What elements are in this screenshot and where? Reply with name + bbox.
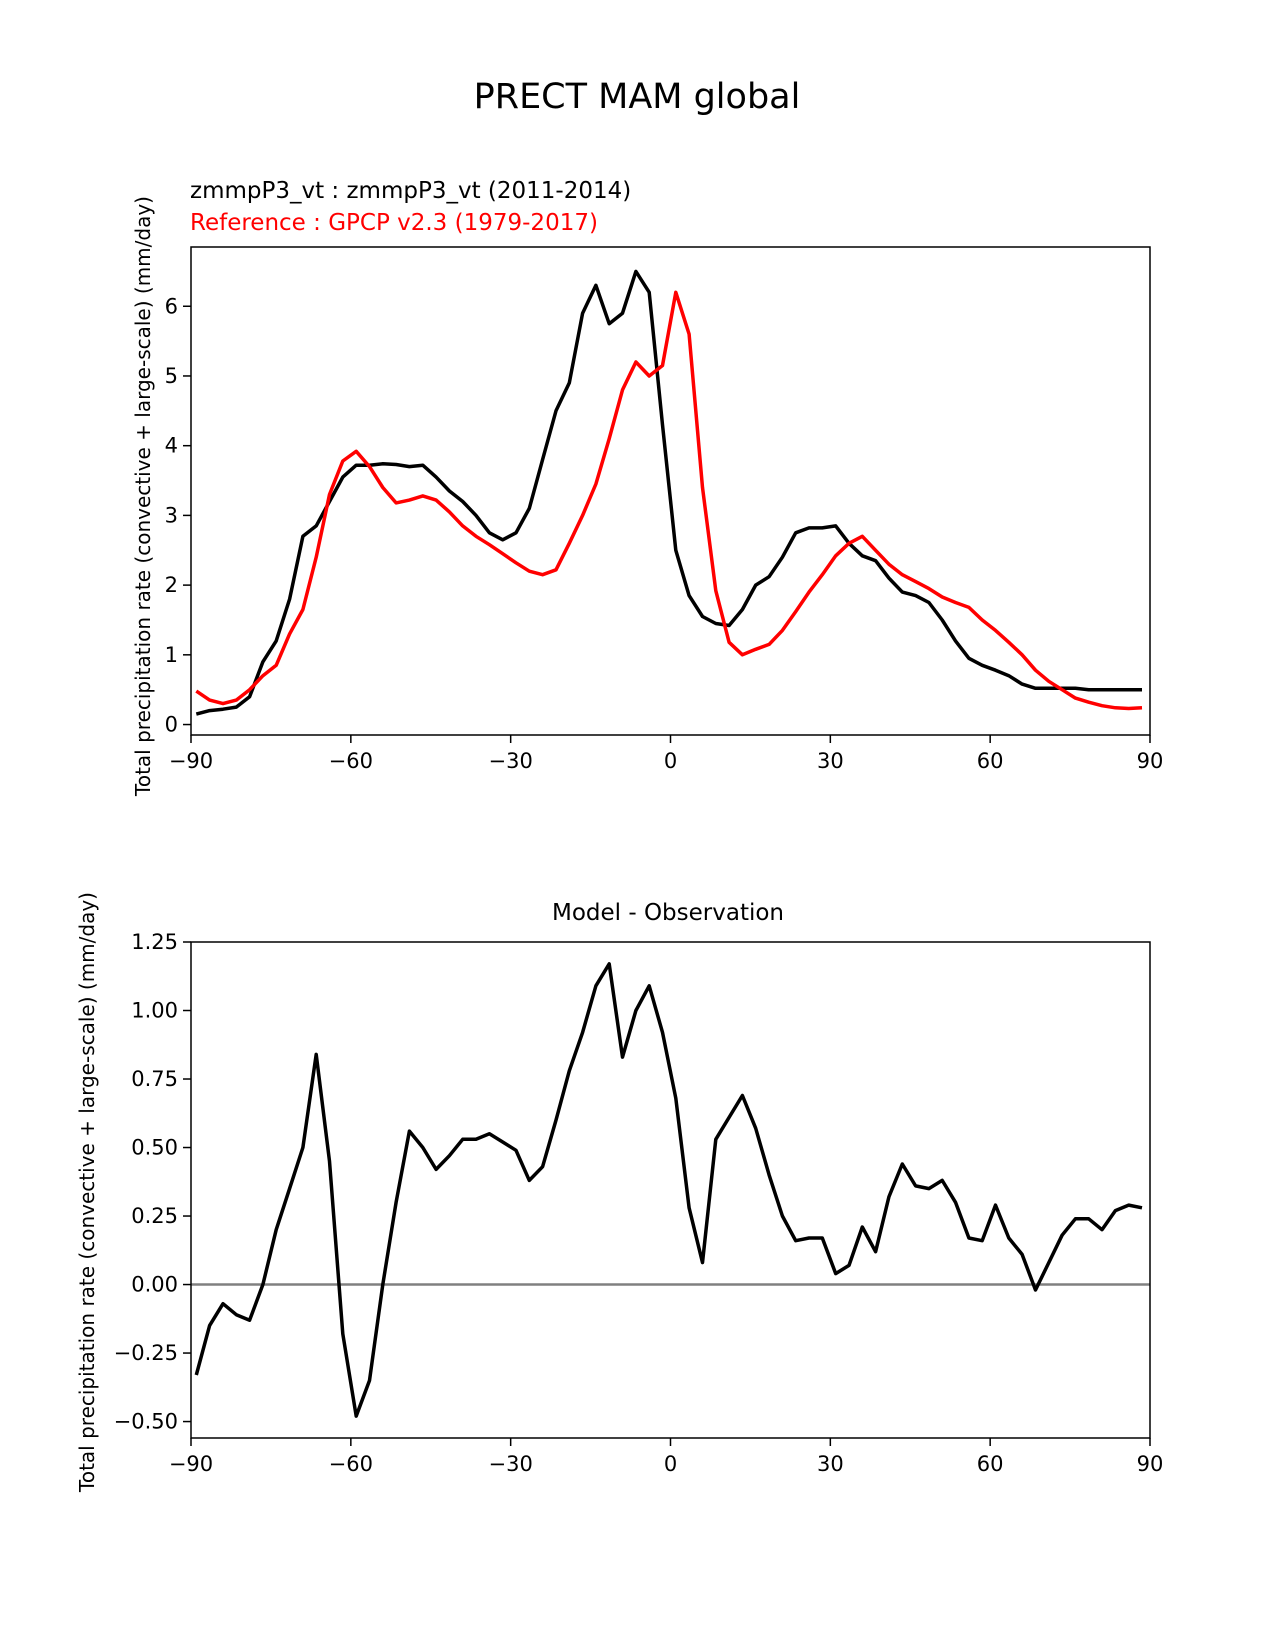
y-tick-label: 0.25 bbox=[131, 1204, 178, 1228]
panel-zonal-mean: zmmpP3_vt : zmmpP3_vt (2011-2014) Refere… bbox=[131, 178, 1163, 797]
x-tick-label: −90 bbox=[169, 1452, 213, 1476]
y-tick-label: −0.50 bbox=[114, 1410, 178, 1434]
x-tick-label: 60 bbox=[977, 1452, 1004, 1476]
x-tick-label: 60 bbox=[977, 749, 1004, 773]
series-line-0 bbox=[194, 962, 1143, 1418]
x-tick-label: 0 bbox=[664, 1452, 677, 1476]
chart-title: Model - Observation bbox=[552, 900, 784, 926]
x-tick-label: 90 bbox=[1137, 749, 1164, 773]
y-tick-label: 1 bbox=[165, 643, 178, 667]
figure-title: PRECT MAM global bbox=[474, 77, 801, 117]
subtitle-reference: Reference : GPCP v2.3 (1979-2017) bbox=[190, 210, 598, 236]
axes-frame bbox=[190, 941, 1151, 1439]
y-axis-label: Total precipitation rate (convective + l… bbox=[131, 196, 155, 797]
series-line-1 bbox=[195, 290, 1143, 711]
y-tick-label: 0.00 bbox=[131, 1273, 178, 1297]
y-tick-label: 0 bbox=[165, 713, 178, 737]
x-tick-label: 30 bbox=[817, 749, 844, 773]
x-tick-label: 30 bbox=[817, 1452, 844, 1476]
y-tick-label: 1.25 bbox=[131, 930, 178, 954]
y-axis-label: Total precipitation rate (convective + l… bbox=[75, 892, 99, 1493]
y-tick-label: 1.00 bbox=[131, 999, 178, 1023]
x-tick-label: −60 bbox=[329, 1452, 373, 1476]
x-tick-label: 90 bbox=[1137, 1452, 1164, 1476]
x-tick-label: −90 bbox=[169, 749, 213, 773]
series-line-0 bbox=[195, 269, 1142, 716]
y-tick-label: 3 bbox=[165, 503, 178, 527]
x-tick-label: 0 bbox=[664, 749, 677, 773]
y-tick-label: 0.75 bbox=[131, 1067, 178, 1091]
y-tick-label: 4 bbox=[165, 434, 178, 458]
y-tick-label: −0.25 bbox=[114, 1341, 178, 1365]
y-tick-label: 5 bbox=[165, 364, 178, 388]
x-tick-label: −30 bbox=[489, 1452, 533, 1476]
y-tick-label: 6 bbox=[165, 294, 178, 318]
x-tick-label: −30 bbox=[489, 749, 533, 773]
y-tick-label: 2 bbox=[165, 573, 178, 597]
y-tick-label: 0.50 bbox=[131, 1136, 178, 1160]
subtitle-test: zmmpP3_vt : zmmpP3_vt (2011-2014) bbox=[190, 178, 631, 204]
panel-difference: Model - Observation Total precipitation … bbox=[75, 892, 1163, 1493]
x-tick-label: −60 bbox=[329, 749, 373, 773]
